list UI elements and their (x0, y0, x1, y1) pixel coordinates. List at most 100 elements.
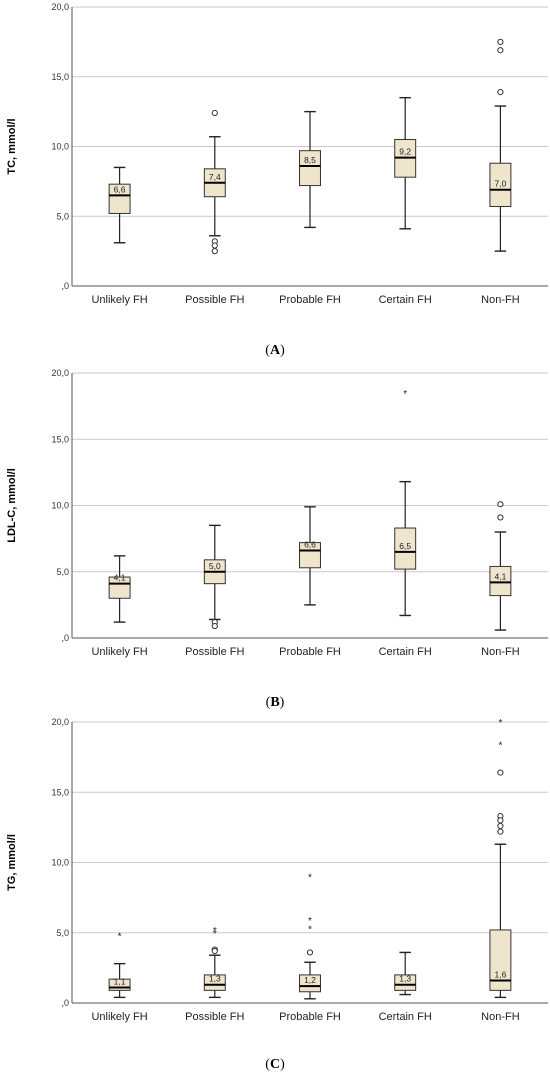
y-axis-title: TC, mmol/l (6, 118, 18, 174)
outlier-point (497, 817, 504, 824)
x-tick-label: Probable FH (279, 646, 341, 658)
outlier-point (497, 88, 504, 96)
extreme-point: * (498, 740, 502, 751)
y-tick-label: ,0 (61, 998, 69, 1008)
box-5: 7,0 (489, 38, 512, 252)
outlier-point (497, 38, 504, 45)
x-tick-label: Possible FH (185, 294, 244, 306)
box-2: 7,4 (203, 109, 226, 255)
median-label: 5,0 (209, 561, 221, 571)
box-iqr (108, 978, 131, 991)
outlier-point (497, 514, 504, 521)
median-label: 4,1 (494, 571, 506, 581)
box-1: 4,1 (108, 555, 131, 623)
y-tick-label: 15,0 (51, 787, 69, 797)
median-label: 1,1 (114, 977, 126, 987)
x-tick-label: Possible FH (185, 646, 244, 658)
box-iqr (299, 974, 321, 993)
y-tick-label: 10,0 (51, 858, 69, 868)
y-tick-label: 20,0 (51, 368, 69, 378)
median-label: 1,3 (209, 974, 221, 984)
y-tick-label: ,0 (61, 633, 69, 643)
box-iqr (394, 974, 417, 991)
outlier-point (306, 949, 314, 956)
box-iqr (489, 162, 512, 207)
extreme-point: * (213, 926, 217, 937)
panel-label-b: (B) (265, 695, 285, 710)
outlier-point (497, 47, 504, 54)
box-iqr (108, 183, 131, 214)
median-label: 1,2 (304, 975, 316, 985)
box-5: 1,6 * * (489, 718, 512, 999)
extreme-point: * (118, 932, 122, 943)
box-iqr (489, 565, 512, 597)
box-iqr (299, 150, 321, 187)
x-tick-label: Unlikely FH (91, 294, 147, 306)
median-label: 4,1 (114, 573, 126, 583)
box-1: 1,1 * (108, 932, 131, 999)
x-tick-label: Non-FH (481, 294, 520, 306)
x-tick-label: Certain FH (379, 646, 432, 658)
x-tick-label: Unlikely FH (91, 646, 147, 658)
chart-panel-c: ,0 5,0 10,0 15,0 20,0 TG, mmol/l Unlikely FH Po… (6, 717, 548, 1023)
x-tick-label: Unlikely FH (91, 1011, 147, 1023)
outlier-point (211, 242, 218, 249)
y-axis-title: TG, mmol/l (6, 834, 18, 891)
outlier-point (211, 109, 218, 117)
box-2: 5,0 (203, 524, 226, 630)
outlier-point (497, 828, 504, 835)
panel-label-c: (C) (265, 1057, 285, 1072)
y-tick-label: 10,0 (51, 142, 69, 152)
extreme-point: * (308, 916, 312, 927)
chart-panel-b: ,0 5,0 10,0 15,0 20,0 LDL-C, mmol/l Unlikely F… (6, 368, 548, 658)
box-2: 1,3** (203, 926, 226, 999)
outlier-point (211, 248, 218, 255)
outlier-point (497, 501, 504, 508)
x-tick-label: Non-FH (481, 646, 520, 658)
median-label: 6,6 (114, 184, 126, 194)
box-1: 6,6 (108, 166, 131, 244)
extreme-point: * (308, 925, 312, 936)
median-label: 6,6 (304, 540, 316, 550)
box-iqr (394, 527, 417, 570)
x-tick-label: Certain FH (379, 1011, 432, 1023)
box-iqr (203, 974, 226, 991)
box-5: 4,1 (489, 501, 512, 631)
median-label: 1,6 (494, 970, 506, 980)
y-tick-label: 20,0 (51, 717, 69, 727)
y-tick-label: 20,0 (51, 2, 69, 12)
box-iqr (108, 576, 131, 599)
x-tick-label: Possible FH (185, 1011, 244, 1023)
extreme-point: * (498, 718, 502, 729)
box-iqr (489, 929, 512, 991)
median-label: 8,5 (304, 155, 316, 165)
outlier-point (497, 822, 504, 830)
box-3: 6,6 (299, 506, 321, 606)
box-4: 6,5 * (394, 389, 417, 617)
median-label: 6,5 (399, 541, 411, 551)
outlier-point (211, 622, 218, 630)
box-4: 1,3 (394, 951, 417, 996)
outlier-point (497, 769, 504, 776)
x-tick-label: Probable FH (279, 1011, 341, 1023)
extreme-point: * (403, 389, 407, 400)
y-tick-label: 15,0 (51, 72, 69, 82)
extreme-point: * (213, 929, 217, 940)
y-tick-label: 15,0 (51, 434, 69, 444)
y-tick-label: 5,0 (56, 928, 69, 938)
y-tick-label: ,0 (61, 281, 69, 291)
box-iqr (299, 542, 321, 569)
extreme-point: * (308, 873, 312, 884)
box-3: 8,5 (299, 110, 321, 229)
box-4: 9,2 (394, 96, 417, 230)
y-tick-label: 10,0 (51, 501, 69, 511)
x-tick-label: Probable FH (279, 294, 341, 306)
x-tick-label: Non-FH (481, 1011, 520, 1023)
median-label: 9,2 (399, 147, 411, 157)
outlier-point (211, 947, 218, 955)
chart-panel-a: ,0 5,0 10,0 15,0 20,0 TC, mmol/l Unlikely FH Po… (6, 2, 548, 306)
panel-label-a: (A) (265, 343, 285, 358)
median-label: 7,4 (209, 172, 221, 182)
median-label: 7,0 (494, 179, 506, 189)
